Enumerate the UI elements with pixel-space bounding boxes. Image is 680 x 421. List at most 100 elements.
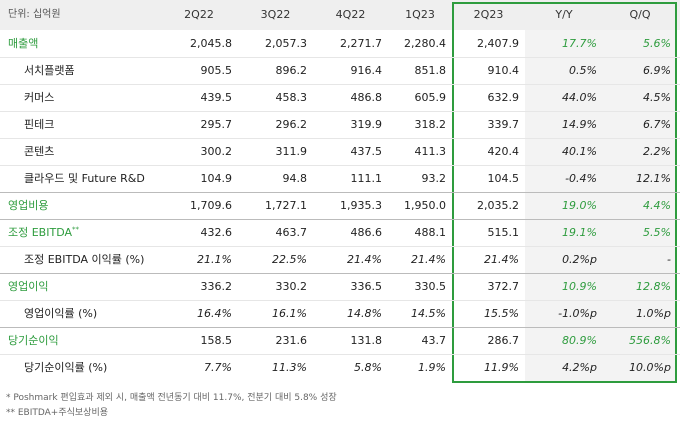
cell: 463.7 <box>275 226 308 239</box>
growth-bg <box>525 30 677 382</box>
separator <box>0 192 680 193</box>
column-header: 4Q22 <box>335 8 366 21</box>
cell: 286.7 <box>487 334 520 347</box>
cell: 7.7% <box>204 361 232 374</box>
cell: 2,280.4 <box>404 37 446 50</box>
cell: 80.9% <box>562 334 597 347</box>
cell: 1.0%p <box>636 307 671 320</box>
cell: 15.5% <box>484 307 519 320</box>
cell: 4.5% <box>643 91 671 104</box>
cell: 432.6 <box>200 226 233 239</box>
cell: 2,045.8 <box>190 37 232 50</box>
cell: 10.0%p <box>629 361 671 374</box>
cell: 10.9% <box>562 280 597 293</box>
cell: 2,271.7 <box>340 37 382 50</box>
cell: -1.0%p <box>558 307 597 320</box>
cell: 44.0% <box>562 91 597 104</box>
cell: 851.8 <box>414 64 447 77</box>
cell: 1.9% <box>418 361 446 374</box>
cell: 11.3% <box>272 361 307 374</box>
cell: 2,407.9 <box>477 37 519 50</box>
row-line <box>0 57 680 58</box>
row-label: 클라우드 및 Future R&D <box>24 165 145 192</box>
cell: 231.6 <box>275 334 308 347</box>
cell: 2.2% <box>643 145 671 158</box>
cell: 12.1% <box>636 172 671 185</box>
row-label: 서치플랫폼 <box>24 57 75 84</box>
cell: 311.9 <box>275 145 308 158</box>
cell: 318.2 <box>414 118 447 131</box>
cell: 19.0% <box>562 199 597 212</box>
cell: 4.2%p <box>562 361 597 374</box>
cell: 486.8 <box>350 91 383 104</box>
cell: 330.2 <box>275 280 308 293</box>
cell: 94.8 <box>282 172 308 185</box>
label-text: 클라우드 및 Future R&D <box>24 172 145 185</box>
cell: 43.7 <box>421 334 447 347</box>
cell: 296.2 <box>275 118 308 131</box>
footnote: ** EBITDA+주식보상비용 <box>6 408 109 418</box>
cell: 339.7 <box>487 118 520 131</box>
cell: 515.1 <box>487 226 520 239</box>
cell: 4.4% <box>643 199 671 212</box>
cell: 5.8% <box>354 361 382 374</box>
cell: 0.5% <box>569 64 597 77</box>
cell: 420.4 <box>487 145 520 158</box>
cell: 6.7% <box>643 118 671 131</box>
cell: 16.1% <box>272 307 307 320</box>
cell: 300.2 <box>200 145 233 158</box>
label-text: 영업이익 <box>8 280 49 293</box>
separator <box>0 273 680 274</box>
row-label: 영업비용 <box>8 192 48 219</box>
column-header: 1Q23 <box>405 8 435 21</box>
cell: 17.7% <box>562 37 597 50</box>
row-label: 핀테크 <box>24 111 54 138</box>
cell: 2,035.2 <box>477 199 519 212</box>
column-header: 2Q22 <box>184 8 214 21</box>
cell: 21.4% <box>411 253 446 266</box>
label-text: 핀테크 <box>24 118 55 131</box>
label-note: ** <box>72 225 79 234</box>
cell: 916.4 <box>350 64 383 77</box>
label-text: 서치플랫폼 <box>24 64 75 77</box>
cell: 14.5% <box>411 307 446 320</box>
row-label: 조정 EBITDA** <box>8 219 79 246</box>
cell: 11.9% <box>484 361 519 374</box>
cell: 2,057.3 <box>265 37 307 50</box>
cell: 319.9 <box>350 118 383 131</box>
cell: 131.8 <box>350 334 383 347</box>
cell: 21.1% <box>197 253 232 266</box>
cell: 5.6% <box>643 37 671 50</box>
cell: 5.5% <box>643 226 671 239</box>
cell: 21.4% <box>347 253 382 266</box>
cell: 40.1% <box>562 145 597 158</box>
row-line <box>0 354 680 355</box>
cell: 458.3 <box>275 91 308 104</box>
cell: 6.9% <box>643 64 671 77</box>
label-text: 콘텐츠 <box>24 145 55 158</box>
label-text: 조정 EBITDA <box>8 226 72 239</box>
cell: 111.1 <box>350 172 383 185</box>
row-line <box>0 138 680 139</box>
cell: 1,935.3 <box>340 199 382 212</box>
cell: 437.5 <box>350 145 383 158</box>
row-label: 당기순이익률 (%) <box>24 354 107 381</box>
cell: 19.1% <box>562 226 597 239</box>
cell: 104.5 <box>487 172 520 185</box>
cell: 330.5 <box>414 280 447 293</box>
cell: -0.4% <box>565 172 597 185</box>
cell: 486.6 <box>350 226 383 239</box>
cell: 0.2%p <box>562 253 597 266</box>
cell: 488.1 <box>414 226 447 239</box>
row-label: 당기순이익 <box>8 327 59 354</box>
cell: 896.2 <box>275 64 308 77</box>
row-line <box>0 84 680 85</box>
cell: 910.4 <box>487 64 520 77</box>
column-header: 2Q23 <box>473 8 504 21</box>
label-text: 당기순이익률 (%) <box>24 361 108 374</box>
row-label: 콘텐츠 <box>24 138 54 165</box>
header-bg <box>0 0 680 30</box>
cell: 411.3 <box>414 145 447 158</box>
label-text: 커머스 <box>24 91 55 104</box>
